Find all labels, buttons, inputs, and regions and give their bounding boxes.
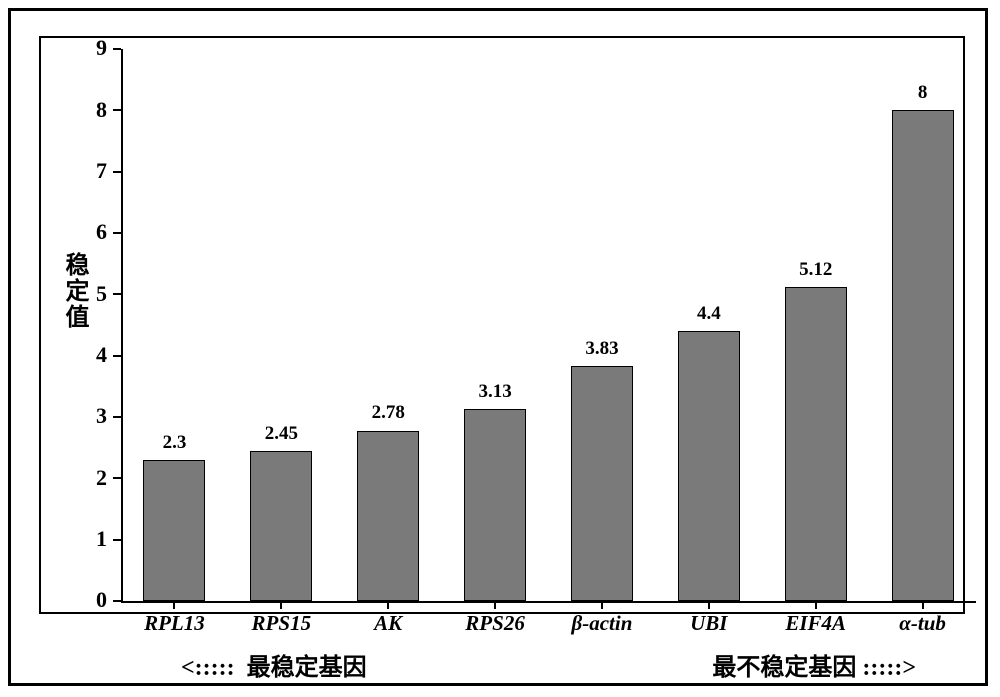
bar <box>357 431 419 602</box>
outer-frame: 0123456789 稳定值 2.32.452.783.133.834.45.1… <box>8 8 988 686</box>
bar-value-label: 2.3 <box>163 432 187 454</box>
ytick-label: 8 <box>11 97 107 123</box>
xtick-label: UBI <box>690 611 727 636</box>
ytick-mark <box>113 416 121 418</box>
ytick-mark <box>113 109 121 111</box>
ytick-mark <box>113 171 121 173</box>
ytick-label: 2 <box>11 465 107 491</box>
ytick-mark <box>113 293 121 295</box>
bar <box>892 110 954 601</box>
ytick-mark <box>113 477 121 479</box>
ytick-label: 1 <box>11 526 107 552</box>
xtick-label: α-tub <box>899 611 946 636</box>
xtick-mark <box>387 601 389 609</box>
ytick-mark <box>113 539 121 541</box>
ytick-mark <box>113 355 121 357</box>
bar-value-label: 5.12 <box>799 259 832 281</box>
bar-value-label: 2.78 <box>372 402 405 424</box>
xtick-mark <box>601 601 603 609</box>
ytick-label: 9 <box>11 35 107 61</box>
xtick-mark <box>922 601 924 609</box>
xtick-label: β-actin <box>571 611 632 636</box>
bar-value-label: 8 <box>918 82 928 104</box>
stability-annotation: <::::: 最稳定基因 最不稳定基因 :::::> <box>121 647 976 683</box>
ytick-label: 0 <box>11 587 107 613</box>
ytick-label: 4 <box>11 342 107 368</box>
plot-area: 2.3 2.45 2.78 3.13 3.83 4.4 5.12 8 <box>121 49 976 601</box>
ytick-label: 6 <box>11 219 107 245</box>
xtick-mark <box>815 601 817 609</box>
ytick-mark <box>113 48 121 50</box>
ytick-mark <box>113 600 121 602</box>
xtick-label: RPL13 <box>144 611 205 636</box>
xtick-mark <box>173 601 175 609</box>
bar <box>250 451 312 601</box>
ytick-label: 7 <box>11 158 107 184</box>
xtick-label: RPS26 <box>465 611 525 636</box>
xtick-label: AK <box>374 611 402 636</box>
bar <box>678 331 740 601</box>
bar-value-label: 3.13 <box>478 381 511 403</box>
y-axis-label: 稳定值 <box>57 252 92 330</box>
xtick-mark <box>708 601 710 609</box>
bar <box>464 409 526 601</box>
x-axis-line <box>121 601 976 603</box>
annotation-least-stable: 最不稳定基因 :::::> <box>712 647 916 682</box>
bar-value-label: 3.83 <box>585 338 618 360</box>
annotation-most-stable: <::::: 最稳定基因 <box>181 647 367 682</box>
bar <box>785 287 847 601</box>
ytick-label: 3 <box>11 403 107 429</box>
xtick-mark <box>280 601 282 609</box>
bar-value-label: 2.45 <box>265 423 298 445</box>
bar <box>571 366 633 601</box>
xtick-label: RPS15 <box>252 611 312 636</box>
ytick-mark <box>113 232 121 234</box>
bar-value-label: 4.4 <box>697 303 721 325</box>
xtick-mark <box>494 601 496 609</box>
bar <box>143 460 205 601</box>
xtick-label: EIF4A <box>785 611 846 636</box>
